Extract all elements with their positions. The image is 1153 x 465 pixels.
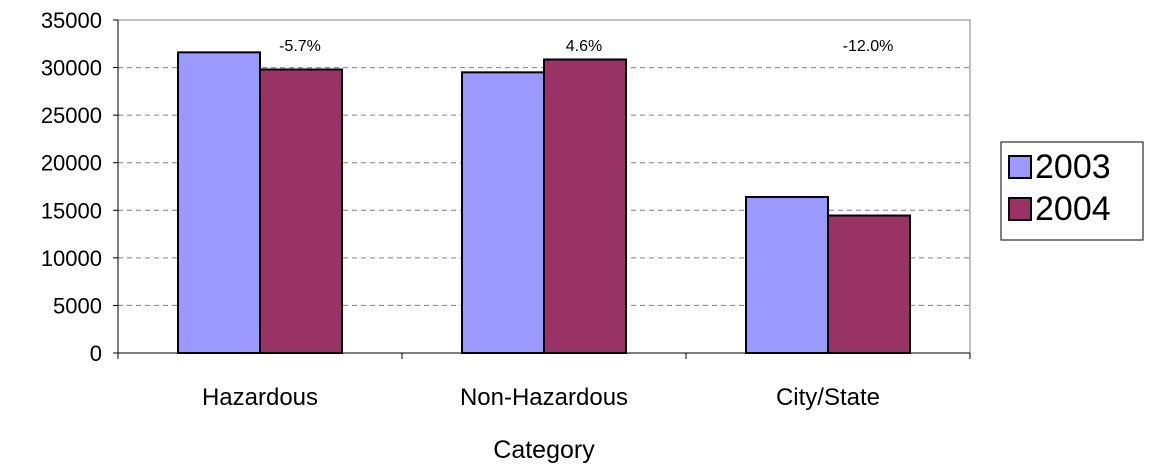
y-tick-label: 15000 xyxy=(41,198,102,223)
y-tick-label: 30000 xyxy=(41,56,102,81)
bars xyxy=(178,52,910,353)
x-category-label: Non-Hazardous xyxy=(460,384,628,411)
y-tick-label: 25000 xyxy=(41,103,102,128)
percent-change-annotations: -5.7% 4.6% -12.0% xyxy=(279,38,893,55)
y-axis-tick-labels: 0 5000 10000 15000 20000 25000 30000 35000 xyxy=(41,8,102,366)
y-tick-label: 35000 xyxy=(41,8,102,33)
legend: 2003 2004 xyxy=(1001,142,1143,240)
y-tick-label: 20000 xyxy=(41,151,102,176)
y-tick-label: 0 xyxy=(90,341,102,366)
x-axis-title: Category xyxy=(493,436,595,464)
legend-label-2003: 2003 xyxy=(1035,148,1111,186)
x-category-label: City/State xyxy=(776,384,880,411)
percent-change-label: 4.6% xyxy=(566,38,602,55)
bar-2004-non-hazardous xyxy=(544,59,626,353)
bar-2003-city-state xyxy=(746,197,828,353)
legend-swatch-2004 xyxy=(1009,198,1031,220)
y-tick-label: 10000 xyxy=(41,246,102,271)
y-tick-label: 5000 xyxy=(53,293,102,318)
percent-change-label: -12.0% xyxy=(843,38,894,55)
x-axis-category-labels: Hazardous Non-Hazardous City/State xyxy=(202,384,880,411)
bar-2004-city-state xyxy=(828,216,910,353)
legend-label-2004: 2004 xyxy=(1035,190,1111,228)
bar-2003-non-hazardous xyxy=(462,72,544,353)
bar-2003-hazardous xyxy=(178,52,260,353)
bar-2004-hazardous xyxy=(260,69,342,353)
x-category-label: Hazardous xyxy=(202,384,318,411)
percent-change-label: -5.7% xyxy=(279,38,321,55)
legend-swatch-2003 xyxy=(1009,156,1031,178)
